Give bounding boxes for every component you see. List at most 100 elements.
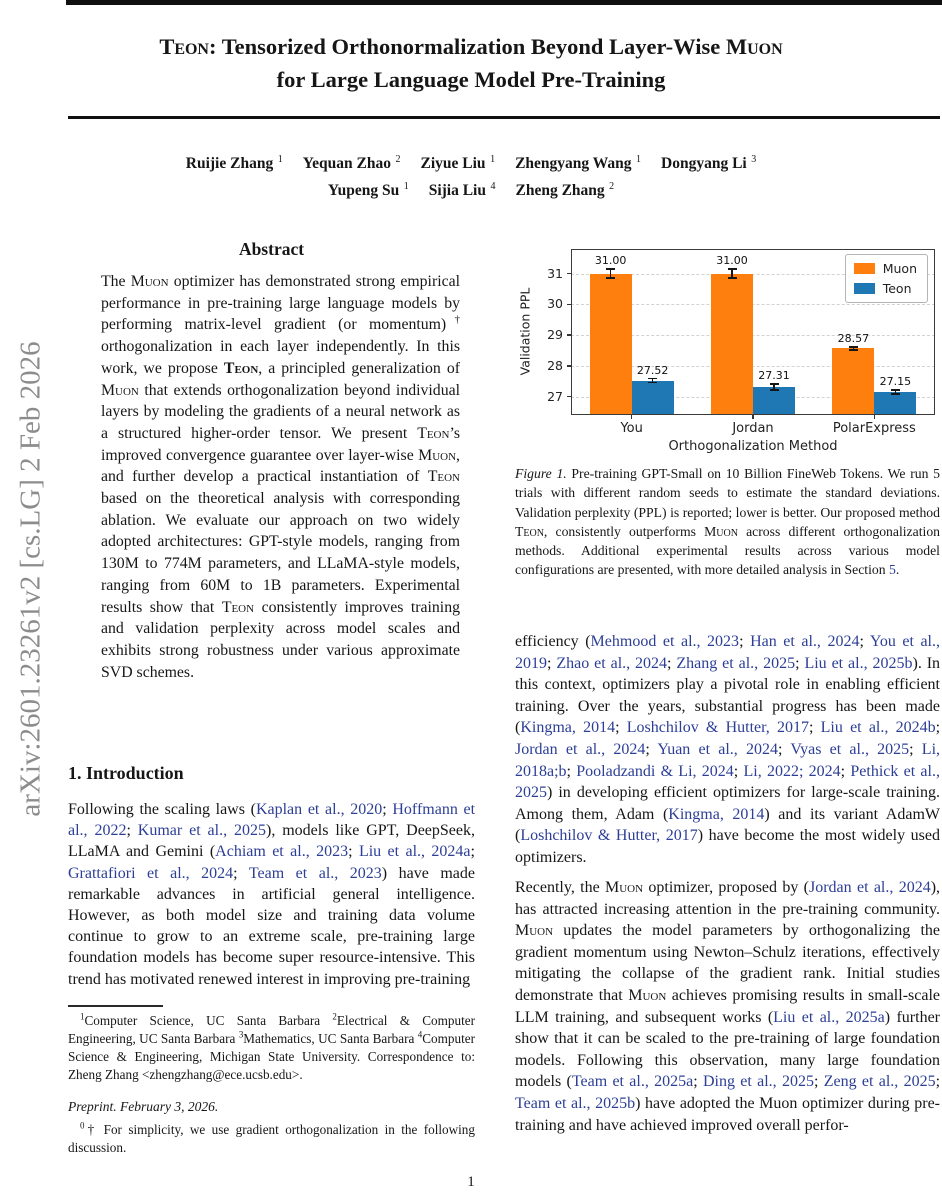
text-run: Following the scaling laws ( bbox=[68, 801, 256, 818]
chart-gridline bbox=[571, 304, 935, 306]
text-run: orthogonalization in each layer independ… bbox=[101, 338, 460, 377]
text-run: Computer Science & Engineering, Michigan… bbox=[68, 1031, 475, 1082]
text-run: ; bbox=[615, 719, 627, 737]
chart-error-bar bbox=[894, 389, 897, 395]
paper-title: Teon: Tensorized Orthonormalization Beyo… bbox=[0, 30, 942, 96]
author-affiliation-sup: 4 bbox=[488, 180, 496, 192]
chart-x-tick bbox=[631, 415, 633, 419]
text-run: ; bbox=[795, 654, 805, 672]
chart-bar-teon-you bbox=[631, 380, 674, 415]
citation-link[interactable]: Team et al., 2025a bbox=[571, 1073, 694, 1091]
author: Sijia Liu 4 bbox=[428, 180, 496, 199]
text-run: Computer Science, UC Santa Barbara bbox=[84, 1013, 333, 1028]
author-name: Ruijie Zhang bbox=[185, 155, 274, 172]
text-run: 4 bbox=[417, 1029, 423, 1040]
citation-link[interactable]: Mehmood et al., 2023 bbox=[590, 633, 740, 650]
author-name: Sijia Liu bbox=[428, 182, 486, 199]
chart-error-cap bbox=[890, 389, 900, 391]
text-run: † For simplicity, we use gradient orthog… bbox=[68, 1122, 475, 1155]
text-run: 2 bbox=[332, 1011, 337, 1022]
text-run: across different orthogonalization metho… bbox=[515, 523, 941, 578]
citation-link[interactable]: Liu et al., 2025a bbox=[773, 1008, 885, 1026]
text-run: Muon bbox=[101, 381, 139, 399]
citation-link[interactable]: Zhang et al., 2025 bbox=[676, 654, 796, 672]
citation-link[interactable]: Zhao et al., 2024 bbox=[556, 654, 668, 672]
chart-value-label: 27.15 bbox=[879, 374, 912, 388]
citation-link[interactable]: Liu et al., 2024b bbox=[820, 719, 936, 737]
citation-link[interactable]: Kingma, 2014 bbox=[668, 805, 765, 823]
citation-link[interactable]: Achiam et al., 2023 bbox=[215, 843, 349, 861]
chart-gridline bbox=[571, 365, 935, 367]
author-name: Yupeng Su bbox=[327, 182, 400, 199]
citation-link[interactable]: Loshchilov & Hutter, 2017 bbox=[520, 827, 698, 845]
text-run: ), has attracted increasing attention in… bbox=[515, 879, 941, 918]
citation-link[interactable]: Kumar et al., 2025 bbox=[137, 822, 266, 840]
author: Yequan Zhao 2 bbox=[302, 153, 401, 172]
citation-link[interactable]: Pooladzandi & Li, 2024 bbox=[576, 762, 734, 780]
preprint-note: Preprint. February 3, 2026. bbox=[68, 1099, 219, 1114]
author-affiliation-sup: 2 bbox=[606, 180, 615, 192]
paper-title-line1: Teon: Tensorized Orthonormalization Beyo… bbox=[0, 30, 942, 63]
citation-link[interactable]: Li, 2018a;b bbox=[515, 740, 941, 780]
chart-error-cap bbox=[727, 277, 737, 279]
abstract-body: The Muon optimizer has demonstrated stro… bbox=[101, 271, 460, 683]
citation-link[interactable]: Pethick et al., 2025 bbox=[515, 762, 940, 802]
text-run: ; bbox=[348, 843, 359, 861]
citation-link[interactable]: Liu et al., 2024a bbox=[358, 843, 471, 861]
chart-x-axis-label: Orthogonalization Method bbox=[668, 439, 838, 454]
author-name: Ziyue Liu bbox=[420, 155, 486, 172]
text-run: Muon bbox=[515, 922, 554, 940]
author-name: Zheng Zhang bbox=[515, 182, 605, 199]
chart-y-tick bbox=[567, 303, 571, 306]
author: Zheng Zhang 2 bbox=[515, 180, 615, 199]
text-run: Electrical & Computer Engineering, UC Sa… bbox=[68, 1013, 475, 1046]
citation-link[interactable]: Hoffmann et al., 2022 bbox=[68, 801, 476, 840]
text-run: ) have adopted the Muon optimizer during… bbox=[515, 1094, 940, 1134]
citation-link[interactable]: Team et al., 2025b bbox=[515, 1094, 636, 1112]
text-run: ) and its variant AdamW ( bbox=[515, 805, 940, 845]
chart-x-tick bbox=[873, 415, 876, 419]
citation-link[interactable]: You et al., 2019 bbox=[515, 633, 940, 672]
text-run: ; bbox=[233, 864, 249, 882]
text-run: ; bbox=[566, 762, 577, 780]
citation-link[interactable]: Yuan et al., 2024 bbox=[657, 740, 778, 758]
text-run: updates the model parameters by orthogon… bbox=[515, 922, 940, 1004]
citation-link[interactable]: Loshchilov & Hutter, 2017 bbox=[626, 719, 809, 737]
citation-link[interactable]: Kingma, 2014 bbox=[520, 719, 616, 737]
legend-entry-muon: Muon bbox=[853, 261, 917, 276]
title-rule bbox=[68, 116, 940, 119]
chart-error-cap bbox=[848, 346, 858, 348]
affiliation-footnote: 1Computer Science, UC Santa Barbara 2Ele… bbox=[68, 1012, 475, 1084]
citation-link[interactable]: Jordan et al., 2024 bbox=[809, 879, 931, 896]
chart-bar-muon-polarexpress bbox=[832, 348, 875, 415]
chart-error-cap bbox=[769, 383, 779, 385]
text-run: ). In this context, optimizers play a pi… bbox=[515, 654, 941, 737]
citation-link[interactable]: Zeng et al., 2025 bbox=[823, 1073, 936, 1091]
citation-link[interactable]: Li, 2022; 2024 bbox=[743, 762, 841, 780]
citation-link[interactable]: Jordan et al., 2024 bbox=[515, 740, 646, 758]
chart-error-cap bbox=[606, 277, 616, 279]
citation-link[interactable]: Kaplan et al., 2020 bbox=[255, 801, 383, 818]
author-affiliation-sup: 2 bbox=[393, 153, 401, 165]
citation-link[interactable]: 5 bbox=[889, 562, 896, 578]
citation-link[interactable]: Grattafiori et al., 2024 bbox=[68, 864, 234, 882]
author-name: Yequan Zhao bbox=[302, 155, 392, 172]
chart-gridline bbox=[571, 273, 935, 275]
chart-error-cap bbox=[648, 381, 658, 384]
author: Ziyue Liu 1 bbox=[420, 153, 496, 172]
author: Yupeng Su 1 bbox=[327, 181, 409, 199]
text-run: ; bbox=[840, 762, 851, 780]
citation-link[interactable]: Team et al., 2023 bbox=[248, 864, 382, 882]
text-run: ; bbox=[667, 654, 677, 672]
citation-link[interactable]: Han et al., 2024 bbox=[750, 633, 860, 650]
chart-y-axis-label: Validation PPL bbox=[517, 287, 533, 376]
text-run: ; bbox=[739, 633, 751, 650]
footnote-rule bbox=[68, 1005, 163, 1007]
citation-link[interactable]: Liu et al., 2025b bbox=[804, 654, 913, 672]
text-run: achieves promising results in small-scal… bbox=[515, 986, 941, 1026]
citation-link[interactable]: Vyas et al., 2025 bbox=[790, 740, 910, 758]
citation-link[interactable]: Ding et al., 2025 bbox=[702, 1073, 814, 1091]
chart-error-cap bbox=[727, 268, 737, 270]
legend-swatch-teon bbox=[853, 283, 875, 294]
author-affiliation-sup: 1 bbox=[487, 153, 496, 165]
